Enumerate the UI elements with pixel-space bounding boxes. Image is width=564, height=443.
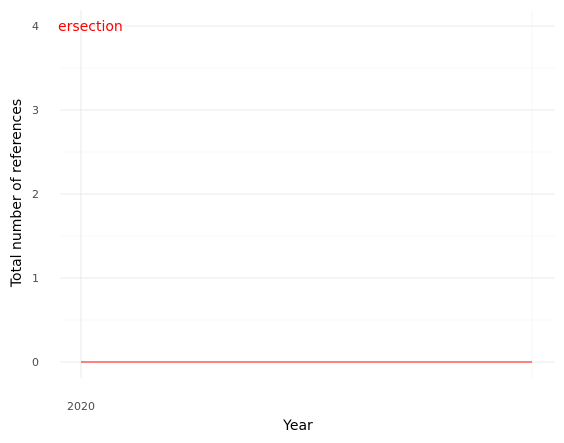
annotation-label: ersection bbox=[58, 19, 123, 35]
y-tick-label: 2 bbox=[32, 188, 39, 201]
x-tick-label: 2020 bbox=[67, 400, 95, 413]
y-tick-label: 1 bbox=[32, 272, 39, 285]
x-axis-title: Year bbox=[282, 418, 313, 434]
y-tick-labels: 0 1 2 3 4 bbox=[32, 20, 39, 369]
y-tick-label: 3 bbox=[32, 104, 39, 117]
y-tick-label: 4 bbox=[32, 20, 39, 33]
x-tick-labels: 2020 bbox=[67, 400, 95, 413]
y-axis-title: Total number of references bbox=[9, 99, 25, 288]
y-tick-label: 0 bbox=[32, 356, 39, 369]
grid bbox=[60, 10, 555, 378]
